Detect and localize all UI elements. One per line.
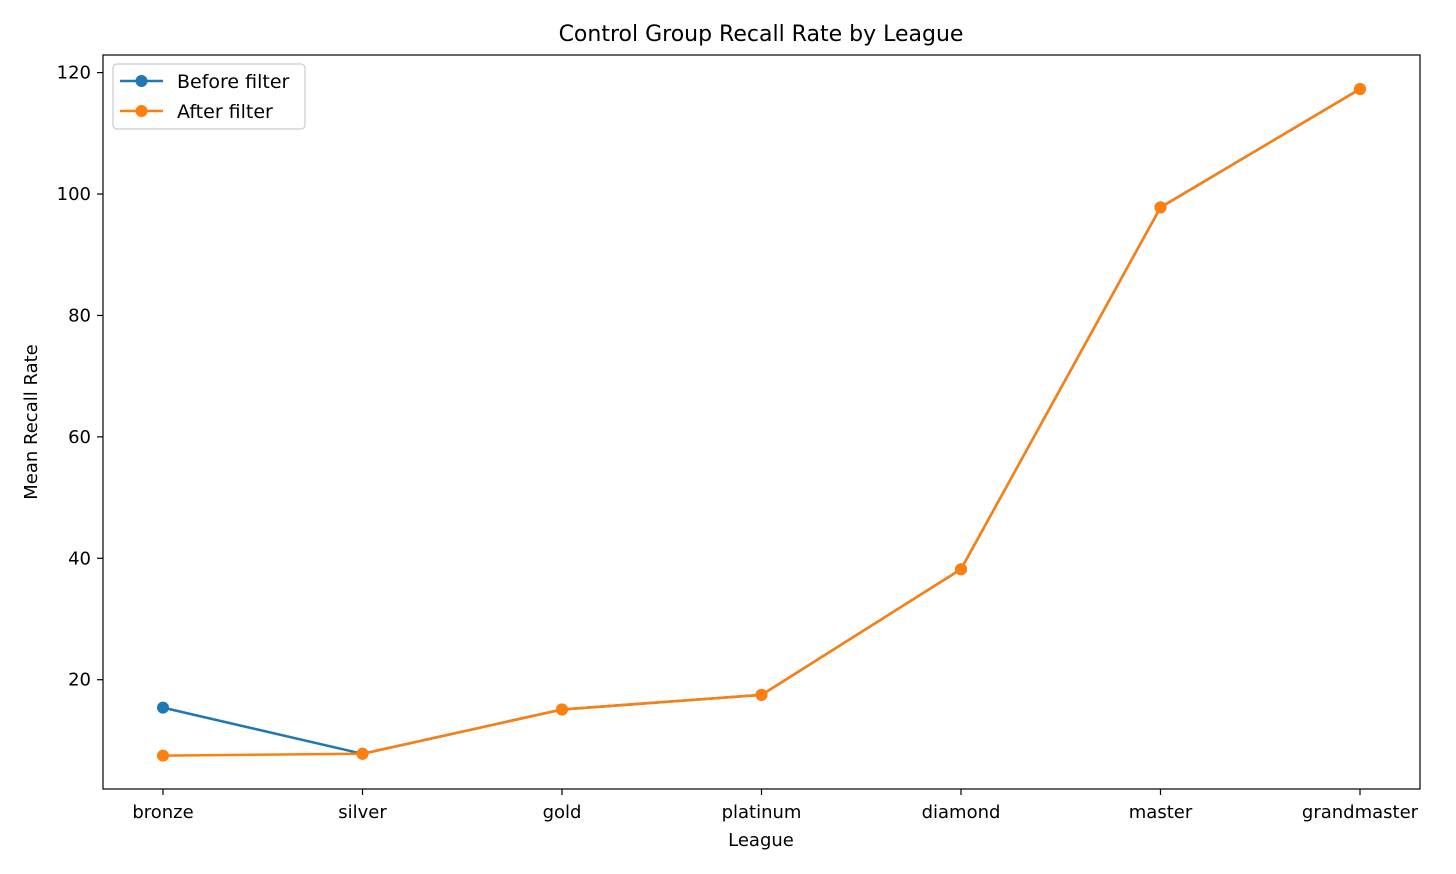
plot-area [103,55,1420,789]
data-point-1-bronze [157,749,169,762]
data-point-1-gold [556,703,568,716]
data-point-1-silver [356,747,369,760]
legend-marker-after [135,105,148,117]
y-axis-title: Mean Recall Rate [21,344,42,499]
axis-ticks: 20 40 60 80 100 120 bronze silver gold platinum di… [57,63,1419,823]
legend-marker-before [135,75,148,87]
y-tick-label: 60 [68,427,91,448]
data-point-1-grandmaster [1354,82,1366,95]
chart-title: Control Group Recall Rate by League [559,22,964,47]
x-tick-label-bronze: bronze [132,802,193,823]
y-tick-label: 80 [68,305,91,326]
legend-label-after: After filter [177,101,273,123]
x-tick-label-diamond: diamond [922,802,1001,823]
y-tick-label: 20 [68,670,91,691]
data-point-1-diamond [955,563,967,576]
legend-label-before: Before filter [177,71,290,93]
series-1 [157,82,1366,762]
x-tick-label-grandmaster: grandmaster [1302,802,1419,823]
data-point-1-platinum [755,688,768,701]
y-tick-label: 40 [68,548,91,569]
x-tick-label-platinum: platinum [722,802,802,823]
x-axis-title: League [728,830,794,851]
series-lines [157,82,1366,762]
x-tick-label-master: master [1129,802,1193,823]
legend: Before filter After filter [112,63,306,130]
x-tick-label-gold: gold [543,802,582,823]
plot-frame [102,54,1421,790]
y-tick-label: 120 [57,63,91,84]
data-point-1-master [1154,201,1167,214]
x-tick-label-silver: silver [338,802,387,823]
y-tick-label: 100 [57,184,91,205]
data-point-0-bronze [157,701,169,714]
